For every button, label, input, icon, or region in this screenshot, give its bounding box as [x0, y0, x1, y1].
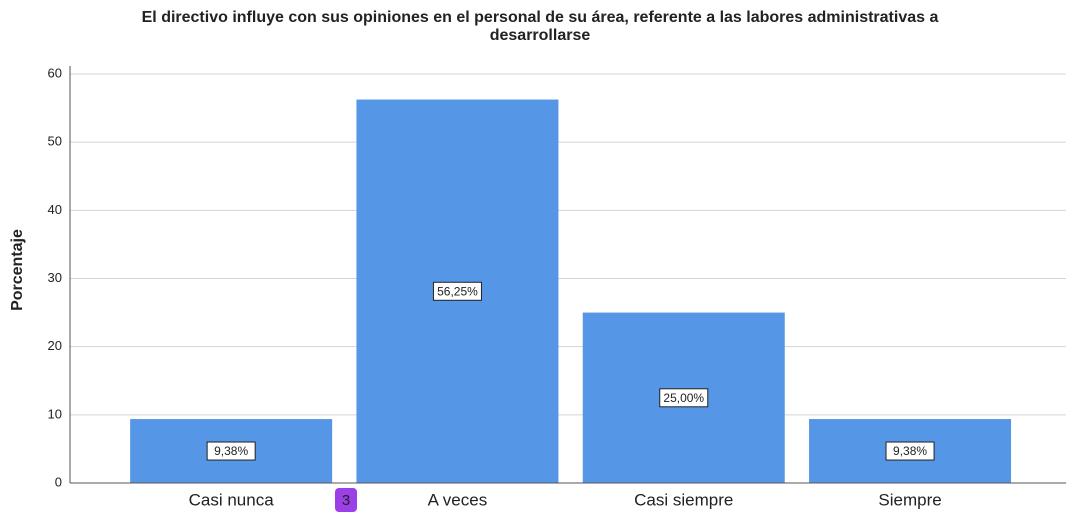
value-label-box	[885, 441, 935, 461]
y-tick-label: 40	[48, 202, 62, 217]
y-tick-label: 20	[48, 338, 62, 353]
chart-title: El directivo influye con sus opiniones e…	[142, 9, 939, 26]
x-tick-label: Casi nunca	[189, 490, 275, 509]
value-label: 9,38%	[893, 444, 927, 458]
y-tick-label: 30	[48, 270, 62, 285]
y-tick-label: 10	[48, 406, 62, 421]
x-tick-label: A veces	[428, 490, 488, 509]
value-label-box	[659, 388, 709, 408]
badge-label: 3	[342, 492, 350, 509]
x-tick-label: Casi siempre	[634, 490, 733, 509]
value-label: 9,38%	[214, 444, 248, 458]
y-tick-label: 60	[48, 65, 62, 80]
value-label: 56,25%	[437, 284, 478, 298]
value-label: 25,00%	[663, 391, 704, 405]
y-tick-label: 0	[55, 474, 62, 489]
y-axis-label: Porcentaje	[9, 229, 26, 311]
value-label-box	[432, 281, 482, 301]
badge	[335, 488, 357, 512]
y-tick-label: 50	[48, 134, 62, 149]
chart-title: desarrollarse	[490, 27, 591, 44]
x-tick-label: Siempre	[878, 490, 941, 509]
value-label-box	[206, 441, 256, 461]
